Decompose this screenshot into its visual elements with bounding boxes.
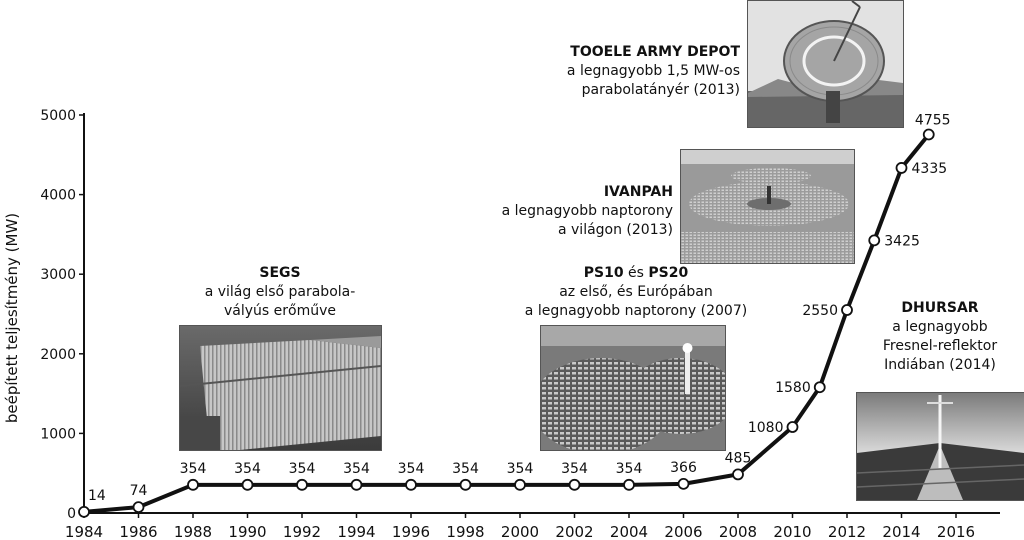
y-tick-labels: 0 1000 2000 3000 4000 5000 bbox=[40, 108, 84, 522]
annotation-dhursar-line-3: Indiában (2014) bbox=[884, 357, 996, 373]
y-tick-label: 1000 bbox=[40, 426, 76, 442]
data-label: 354 bbox=[452, 461, 479, 477]
data-point bbox=[296, 478, 308, 491]
annotation-tooele-title: TOOELE ARMY DEPOT bbox=[570, 44, 740, 60]
data-point bbox=[868, 234, 881, 247]
data-label: 354 bbox=[398, 461, 425, 477]
data-label: 1580 bbox=[775, 380, 811, 396]
annotation-ps10-title-mid: és bbox=[623, 265, 649, 281]
photo-tooele-parabolic-dish bbox=[747, 0, 904, 128]
data-label: 366 bbox=[670, 460, 697, 476]
data-point bbox=[786, 421, 799, 433]
x-tick-label: 1988 bbox=[174, 523, 212, 540]
x-tick-label: 2012 bbox=[828, 523, 866, 540]
y-axis-label: beépített teljesítmény (MW) bbox=[3, 213, 21, 423]
data-label: 4755 bbox=[915, 113, 951, 129]
annotation-segs-title: SEGS bbox=[259, 265, 301, 281]
y-tick-label: 3000 bbox=[40, 267, 76, 283]
x-tick-label: 2016 bbox=[937, 523, 975, 540]
y-tick-label: 0 bbox=[67, 506, 76, 522]
x-tick-label: 1990 bbox=[228, 523, 266, 540]
data-label: 4335 bbox=[912, 161, 948, 177]
data-label: 2550 bbox=[802, 303, 838, 319]
data-label: 354 bbox=[234, 461, 261, 477]
x-tick-label: 1994 bbox=[337, 523, 375, 540]
data-point bbox=[132, 501, 145, 514]
annotation-segs-line-1: a világ első parabola- bbox=[204, 284, 356, 300]
data-point bbox=[187, 478, 199, 491]
data-point bbox=[677, 477, 690, 490]
data-label: 354 bbox=[561, 461, 588, 477]
annotation-dhursar-line-1: a legnagyobb bbox=[892, 319, 988, 335]
data-label: 354 bbox=[343, 461, 370, 477]
annotation-ps10-title: PS10 és PS20 bbox=[516, 264, 756, 283]
x-tick-label: 1986 bbox=[119, 523, 157, 540]
data-label: 354 bbox=[507, 461, 534, 477]
x-tick-label: 2014 bbox=[882, 523, 920, 540]
data-label: 354 bbox=[180, 461, 207, 477]
data-point bbox=[895, 162, 908, 174]
annotation-ps10-line-1: az első, és Európában bbox=[559, 284, 713, 300]
data-label: 14 bbox=[88, 488, 106, 504]
y-tick-label: 4000 bbox=[40, 188, 76, 204]
x-tick-label: 1984 bbox=[65, 523, 103, 540]
data-label: 1080 bbox=[748, 420, 784, 436]
annotation-tooele: TOOELE ARMY DEPOT a legnagyobb 1,5 MW-os… bbox=[540, 43, 740, 100]
data-point bbox=[459, 478, 472, 491]
annotation-dhursar-line-2: Fresnel-reflektor bbox=[882, 338, 998, 354]
annotation-ps10-title-b: PS20 bbox=[648, 265, 689, 281]
data-point bbox=[623, 478, 635, 491]
data-point bbox=[241, 478, 254, 491]
annotation-tooele-line-1: a legnagyobb 1,5 MW-os bbox=[566, 63, 740, 79]
data-point bbox=[405, 478, 417, 491]
annotation-ps10-line-2: a legnagyobb naptorony (2007) bbox=[524, 303, 748, 319]
data-label: 3425 bbox=[884, 233, 920, 249]
data-labels: 14 74 354 354 354 354 354 354 354 354 354 366 485 108… bbox=[88, 113, 951, 504]
y-tick-label: 5000 bbox=[40, 108, 76, 124]
data-point bbox=[813, 381, 826, 394]
data-point bbox=[732, 468, 744, 481]
data-point bbox=[350, 478, 363, 491]
annotation-ivanpah: IVANPAH a legnagyobb naptorony a világon… bbox=[470, 183, 673, 240]
x-tick-label: 1998 bbox=[446, 523, 484, 540]
x-tick-label: 2006 bbox=[664, 523, 702, 540]
annotation-dhursar: DHURSAR a legnagyobb Fresnel-reflektor I… bbox=[856, 299, 1024, 375]
data-point bbox=[568, 478, 581, 491]
x-tick-label: 2002 bbox=[555, 523, 593, 540]
data-point bbox=[514, 478, 526, 491]
data-point bbox=[78, 505, 90, 518]
data-label: 354 bbox=[289, 461, 316, 477]
x-tick-labels: 1984 1986 1988 1990 1992 1994 1996 1998 2000 2002… bbox=[65, 513, 975, 540]
x-tick-label: 1992 bbox=[283, 523, 321, 540]
x-tick-label: 2010 bbox=[773, 523, 811, 540]
annotation-dhursar-title: DHURSAR bbox=[901, 300, 979, 316]
annotation-tooele-line-2: parabolatányér (2013) bbox=[581, 82, 740, 98]
series-line bbox=[78, 128, 935, 518]
photo-segs-trough-field bbox=[179, 325, 382, 451]
x-tick-label: 1996 bbox=[392, 523, 430, 540]
data-point bbox=[841, 304, 853, 316]
photo-dhursar-fresnel-reflector bbox=[856, 392, 1024, 501]
x-tick-label: 2004 bbox=[610, 523, 648, 540]
photo-ivanpah-tower-field bbox=[680, 149, 855, 264]
annotation-segs: SEGS a világ első parabola- vályús erőmű… bbox=[180, 264, 380, 321]
y-tick-label: 2000 bbox=[40, 347, 76, 363]
x-tick-label: 2008 bbox=[719, 523, 757, 540]
data-label: 354 bbox=[616, 461, 643, 477]
annotation-ivanpah-line-2: a világon (2013) bbox=[557, 222, 673, 238]
annotation-ivanpah-line-1: a legnagyobb naptorony bbox=[501, 203, 673, 219]
data-point bbox=[922, 128, 935, 141]
annotation-ps10: PS10 és PS20 az első, és Európában a leg… bbox=[516, 264, 756, 321]
annotation-segs-line-2: vályús erőműve bbox=[224, 303, 336, 319]
photo-ps10-tower-field bbox=[540, 325, 726, 451]
data-label: 74 bbox=[130, 483, 148, 499]
data-label: 485 bbox=[725, 450, 752, 466]
annotation-ivanpah-title: IVANPAH bbox=[603, 184, 673, 200]
x-tick-label: 2000 bbox=[501, 523, 539, 540]
annotation-ps10-title-a: PS10 bbox=[583, 265, 624, 281]
